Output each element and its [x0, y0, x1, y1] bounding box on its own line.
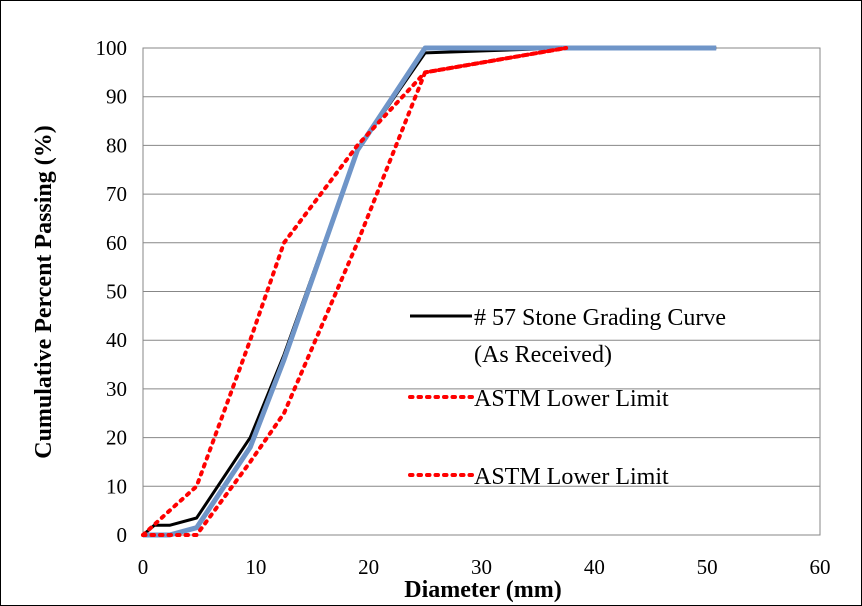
series-layer	[141, 45, 717, 538]
legend-label: ASTM Lower Limit	[474, 464, 669, 490]
series-line-2	[143, 45, 717, 538]
y-tick-label: 70	[106, 182, 127, 206]
x-tick-label: 40	[584, 555, 605, 579]
y-tick-label: 20	[106, 426, 127, 450]
legend-label: ASTM Lower Limit	[474, 386, 669, 412]
legend: # 57 Stone Grading Curve (As Received) AST…	[408, 305, 726, 490]
series-line-4	[141, 46, 569, 537]
x-tick-label: 20	[358, 555, 379, 579]
y-tick-label: 10	[106, 474, 127, 498]
x-tick-label: 60	[810, 555, 831, 579]
x-tick-label: 10	[245, 555, 266, 579]
legend-label: (As Received)	[474, 342, 612, 368]
y-tick-label: 90	[106, 85, 127, 109]
y-tick-label: 30	[106, 377, 127, 401]
legend-label: # 57 Stone Grading Curve	[474, 305, 726, 331]
x-tick-label: 0	[138, 555, 149, 579]
y-tick-label: 60	[106, 231, 127, 255]
y-tick-label: 100	[96, 36, 128, 60]
y-tick-labels: 0 10 20 30 40 50 60 70 80 90 100	[96, 36, 128, 547]
y-tick-label: 40	[106, 328, 127, 352]
x-axis-title: Diameter (mm)	[404, 577, 561, 603]
x-tick-label: 30	[471, 555, 492, 579]
gridlines	[143, 47, 820, 487]
x-tick-labels: 0 10 20 30 40 50 60	[138, 555, 831, 579]
y-tick-label: 0	[117, 523, 128, 547]
y-tick-label: 50	[106, 280, 127, 304]
series-line-3	[141, 46, 569, 537]
y-axis-title: Cumulative Percent Passing (%)	[31, 125, 57, 459]
y-tick-label: 80	[106, 133, 127, 157]
x-tick-label: 50	[697, 555, 718, 579]
